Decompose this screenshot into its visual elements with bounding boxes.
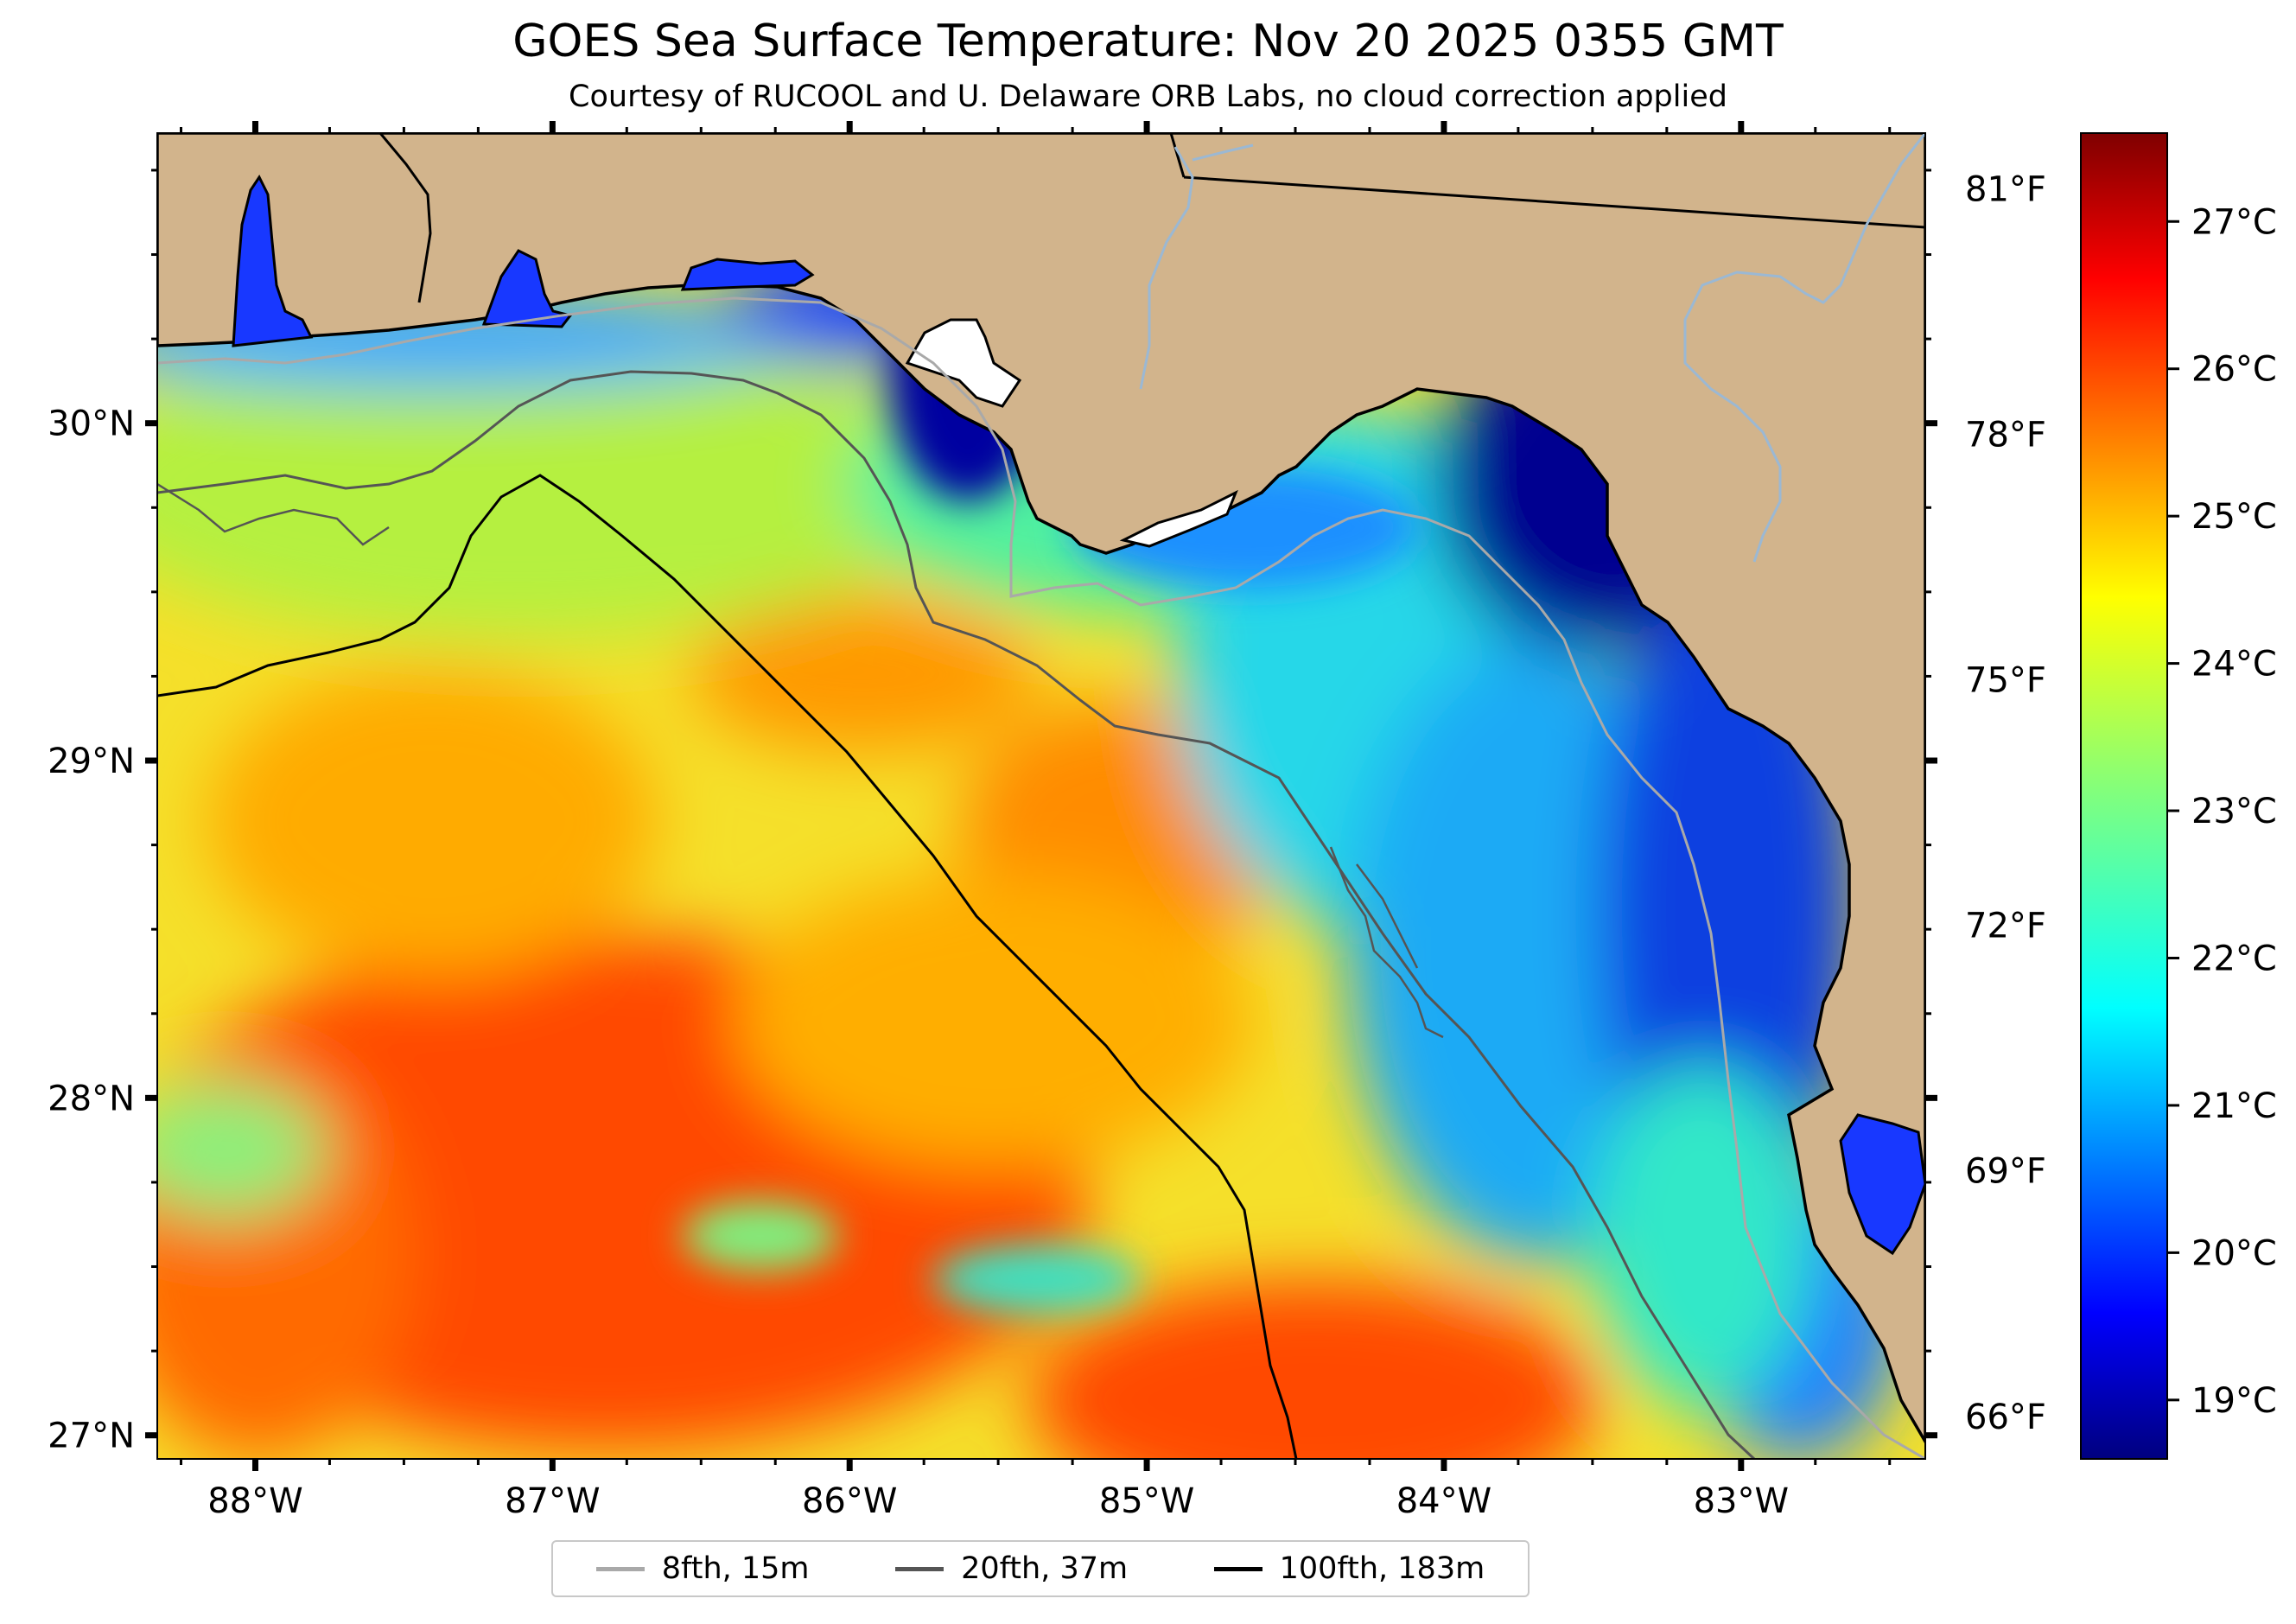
state-border	[1183, 175, 1925, 229]
colorbar-tick-label: 20°C	[2191, 1233, 2277, 1273]
colorbar-tick-label: 27°C	[2191, 202, 2277, 242]
contour-8fth	[157, 296, 1925, 1459]
fahrenheit-tick-label: 78°F	[1965, 415, 2046, 455]
lon-tick-label: 87°W	[505, 1481, 600, 1521]
map-area	[157, 133, 1925, 1459]
lon-tick-label: 85°W	[1099, 1481, 1194, 1521]
colorbar-tick-label: 22°C	[2191, 939, 2277, 978]
colorbar-tick-label: 24°C	[2191, 645, 2277, 685]
rivers	[1139, 133, 1925, 563]
lon-tick-label: 83°W	[1694, 1481, 1789, 1521]
lon-tick-label: 86°W	[802, 1481, 897, 1521]
lon-tick-label: 88°W	[207, 1481, 302, 1521]
fahrenheit-tick-label: 72°F	[1965, 907, 2046, 946]
legend-swatch-8fth	[595, 1566, 645, 1571]
lat-tick-label: 28°N	[48, 1079, 135, 1118]
colorbar-ticks	[2167, 220, 2179, 1402]
colorbar-tick-label: 21°C	[2191, 1086, 2277, 1126]
legend-item-8fth: 8fth, 15m	[595, 1551, 810, 1586]
legend-item-100fth: 100fth, 183m	[1213, 1551, 1485, 1586]
colorbar	[2080, 132, 2168, 1460]
land-mass	[157, 133, 1925, 1445]
fahrenheit-tick-label: 69°F	[1965, 1152, 2046, 1192]
fahrenheit-tick-label: 66°F	[1965, 1398, 2046, 1437]
lat-tick-label: 30°N	[48, 404, 135, 444]
legend-swatch-100fth	[1213, 1566, 1262, 1571]
depth-contour-legend: 8fth, 15m 20fth, 37m 100fth, 183m	[551, 1540, 1530, 1597]
map-subtitle: Courtesy of RUCOOL and U. Delaware ORB L…	[569, 80, 1727, 114]
legend-item-20fth: 20fth, 37m	[895, 1551, 1128, 1586]
colorbar-tick-label: 25°C	[2191, 497, 2277, 537]
map-title: GOES Sea Surface Temperature: Nov 20 202…	[512, 16, 1784, 67]
contour-100fth	[157, 474, 1298, 1459]
axis-ticks	[145, 121, 1937, 1471]
legend-label-20fth: 20fth, 37m	[961, 1551, 1129, 1586]
colorbar-tick-label: 26°C	[2191, 350, 2277, 390]
lon-tick-label: 84°W	[1396, 1481, 1491, 1521]
colorbar-tick-label: 19°C	[2191, 1381, 2277, 1421]
legend-swatch-20fth	[895, 1566, 944, 1571]
legend-label-8fth: 8fth, 15m	[661, 1551, 810, 1586]
lat-tick-label: 27°N	[48, 1417, 135, 1456]
fahrenheit-tick-label: 75°F	[1965, 661, 2046, 701]
lat-tick-label: 29°N	[48, 742, 135, 781]
contour-20fth	[157, 370, 1756, 1459]
map-frame	[156, 132, 1926, 1460]
colorbar-labels: 27°C 26°C 25°C 24°C 23°C 22°C 21°C 20°C 19°C	[2191, 202, 2277, 1421]
fahrenheit-tick-label: 81°F	[1965, 169, 2046, 209]
legend-label-100fth: 100fth, 183m	[1279, 1551, 1485, 1586]
colorbar-tick-label: 23°C	[2191, 792, 2277, 831]
axis-tick-labels: 88°W 87°W 86°W 85°W 84°W 83°W 30°N 29°N 28°N 27°N…	[48, 169, 2046, 1521]
